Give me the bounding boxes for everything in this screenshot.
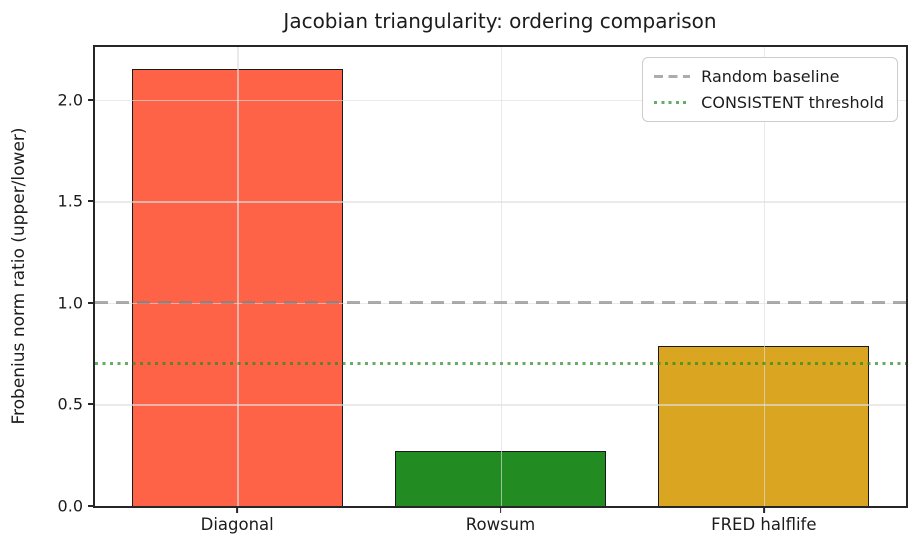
y-tick-label: 1.5: [57, 191, 83, 211]
legend-label: Random baseline: [701, 67, 840, 86]
y-tick-label: 2.0: [57, 90, 83, 110]
x-tick-mark: [762, 508, 765, 513]
x-tick-label-fred-halflife: FRED halflife: [711, 515, 817, 534]
x-gridline: [500, 47, 502, 506]
dotted-line-icon: [654, 101, 691, 104]
x-gridline: [763, 47, 766, 506]
chart-title: Jacobian triangularity: ordering compari…: [283, 9, 717, 33]
x-tick-label-diagonal: Diagonal: [200, 515, 274, 534]
y-tick-mark: [88, 98, 93, 101]
legend: Random baseline CONSISTENT threshold: [642, 57, 898, 122]
y-tick-label: 0.5: [57, 394, 83, 414]
y-tick-mark: [88, 200, 93, 203]
y-tick-mark: [88, 301, 93, 304]
bar-diagonal: [131, 69, 343, 506]
legend-label: CONSISTENT threshold: [701, 93, 884, 112]
y-tick-label: 1.0: [57, 293, 83, 313]
plot-area: Random baseline CONSISTENT threshold 0.0…: [58, 45, 908, 534]
y-tick-mark: [88, 505, 93, 507]
legend-entry-random-baseline: Random baseline: [654, 67, 884, 86]
dashed-line-icon: [654, 75, 691, 78]
x-tick-label-rowsum: Rowsum: [465, 515, 536, 534]
dotted-reference-line: [95, 362, 906, 366]
bar-rowsum: [395, 451, 606, 506]
dashed-reference-line: [95, 301, 906, 305]
legend-entry-consistent-threshold: CONSISTENT threshold: [654, 93, 884, 112]
y-tick-label: 0.0: [57, 496, 83, 516]
x-tick-mark: [499, 508, 502, 513]
x-gridline: [237, 47, 239, 506]
y-tick-mark: [88, 403, 93, 406]
y-axis-label: Frobenius norm ratio (upper/lower): [9, 127, 29, 425]
x-tick-mark: [236, 508, 239, 513]
